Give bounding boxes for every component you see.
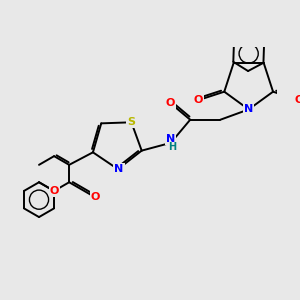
Text: O: O xyxy=(50,186,59,196)
Text: O: O xyxy=(91,192,100,202)
Text: O: O xyxy=(166,98,175,108)
Text: N: N xyxy=(166,134,176,144)
Text: O: O xyxy=(194,95,203,105)
Text: H: H xyxy=(169,142,177,152)
Text: N: N xyxy=(244,104,253,114)
Text: O: O xyxy=(294,95,300,105)
Text: S: S xyxy=(128,117,135,127)
Text: N: N xyxy=(114,164,124,174)
